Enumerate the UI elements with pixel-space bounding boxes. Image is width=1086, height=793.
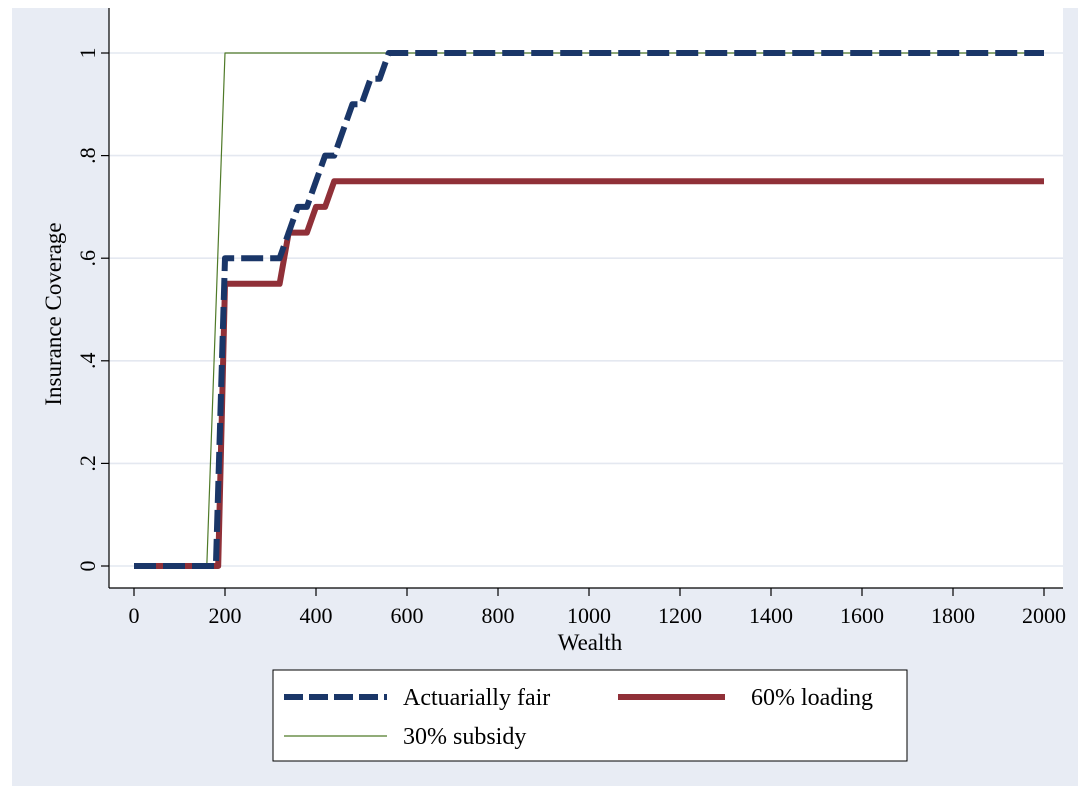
series-line-actuarially-fair [134,50,1044,569]
chart-frame: 0 200 400 600 800 1000 1200 1400 1600 1800 2000 0.… [12,8,1078,786]
x-tick-label: 200 [209,603,242,628]
y-tick-label: 0 [75,561,100,572]
x-tick-label: 800 [482,603,515,628]
x-tick-label: 1600 [840,603,884,628]
y-tick-label: .8 [75,147,100,164]
legend-box [272,669,908,762]
x-tick-label: 400 [300,603,333,628]
chart: 0 200 400 600 800 1000 1200 1400 1600 1800 2000 0.… [41,8,1066,762]
y-tick-label: 1 [75,48,100,59]
y-tick-label: .4 [75,353,100,370]
x-tick-label: 600 [391,603,424,628]
legend-label-30-subsidy: 30% subsidy [403,724,526,750]
x-tick-label: 2000 [1022,603,1066,628]
y-axis-title: Insurance Coverage [41,222,66,405]
x-ticks: 0 200 400 600 800 1000 1200 1400 1600 1800 2000 [129,588,1066,628]
x-axis-title: Wealth [558,630,623,655]
plot-area [109,8,1063,588]
x-tick-label: 1400 [749,603,793,628]
y-ticks: 0 .2 .4 .6 .8 1 [75,48,109,572]
legend: Actuarially fair 60% loading 30% subsidy [272,669,908,762]
y-tick-label: .6 [75,250,100,267]
x-tick-label: 0 [129,603,140,628]
axes [108,8,1063,589]
y-tick-label: .2 [75,455,100,472]
legend-label-60-loading: 60% loading [751,685,873,711]
series-lines [134,50,1044,569]
x-tick-label: 1200 [658,603,702,628]
x-tick-label: 1800 [931,603,975,628]
legend-label-actuarially-fair: Actuarially fair [403,685,550,711]
x-tick-label: 1000 [567,603,611,628]
